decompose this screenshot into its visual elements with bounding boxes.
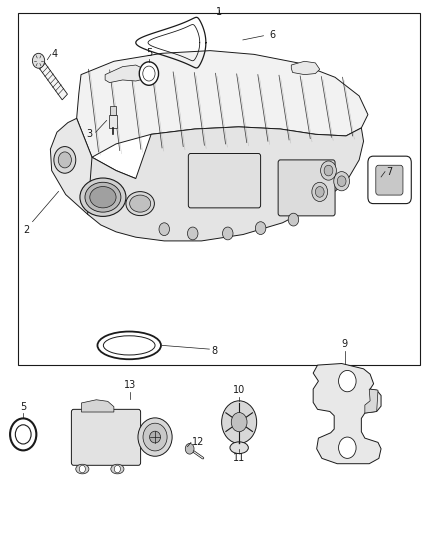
Ellipse shape — [90, 187, 116, 208]
Circle shape — [334, 172, 350, 191]
Circle shape — [321, 161, 336, 180]
Circle shape — [54, 147, 76, 173]
Polygon shape — [81, 400, 114, 412]
Circle shape — [185, 443, 194, 454]
Text: 11: 11 — [233, 453, 245, 463]
Polygon shape — [365, 389, 378, 413]
Bar — [109, 115, 117, 128]
Circle shape — [324, 165, 333, 176]
Circle shape — [79, 465, 85, 473]
Text: 2: 2 — [23, 225, 29, 235]
Circle shape — [15, 425, 31, 444]
Text: 5: 5 — [20, 402, 26, 412]
Circle shape — [223, 227, 233, 240]
Circle shape — [159, 223, 170, 236]
Ellipse shape — [138, 418, 172, 456]
FancyBboxPatch shape — [188, 154, 261, 208]
Circle shape — [10, 418, 36, 450]
Ellipse shape — [230, 442, 248, 454]
Ellipse shape — [85, 182, 121, 212]
Circle shape — [139, 62, 159, 85]
Circle shape — [337, 176, 346, 187]
Text: 7: 7 — [386, 167, 392, 176]
FancyBboxPatch shape — [71, 409, 141, 465]
Ellipse shape — [143, 423, 167, 451]
Text: 3: 3 — [86, 130, 92, 139]
Ellipse shape — [76, 464, 89, 474]
Circle shape — [114, 465, 120, 473]
Text: 8: 8 — [211, 346, 217, 356]
Polygon shape — [77, 51, 368, 157]
Ellipse shape — [111, 464, 124, 474]
FancyBboxPatch shape — [278, 160, 335, 216]
Circle shape — [288, 213, 299, 226]
Bar — [110, 106, 116, 115]
Text: 1: 1 — [216, 7, 222, 18]
Polygon shape — [105, 65, 145, 83]
Text: 9: 9 — [342, 339, 348, 349]
Circle shape — [231, 413, 247, 432]
Circle shape — [339, 437, 356, 458]
Text: 4: 4 — [52, 50, 58, 59]
Polygon shape — [88, 127, 364, 241]
Circle shape — [222, 401, 257, 443]
Ellipse shape — [97, 332, 161, 359]
Ellipse shape — [103, 336, 155, 355]
Circle shape — [58, 152, 71, 168]
Text: 10: 10 — [233, 385, 245, 395]
Polygon shape — [313, 364, 381, 464]
Ellipse shape — [130, 195, 151, 212]
Ellipse shape — [126, 191, 154, 215]
Circle shape — [255, 222, 266, 235]
Circle shape — [339, 370, 356, 392]
Ellipse shape — [80, 178, 126, 216]
Text: 5: 5 — [146, 48, 152, 58]
Bar — [18, 13, 420, 365]
Circle shape — [32, 53, 45, 68]
Text: 6: 6 — [269, 30, 276, 40]
Text: 12: 12 — [192, 438, 204, 447]
Circle shape — [312, 182, 328, 201]
Polygon shape — [291, 61, 320, 75]
Circle shape — [187, 227, 198, 240]
Ellipse shape — [149, 431, 160, 443]
Polygon shape — [50, 118, 149, 224]
Circle shape — [315, 187, 324, 197]
Text: 13: 13 — [124, 380, 136, 390]
FancyBboxPatch shape — [368, 156, 411, 204]
Polygon shape — [36, 58, 67, 100]
Circle shape — [143, 66, 155, 81]
FancyBboxPatch shape — [376, 165, 403, 195]
